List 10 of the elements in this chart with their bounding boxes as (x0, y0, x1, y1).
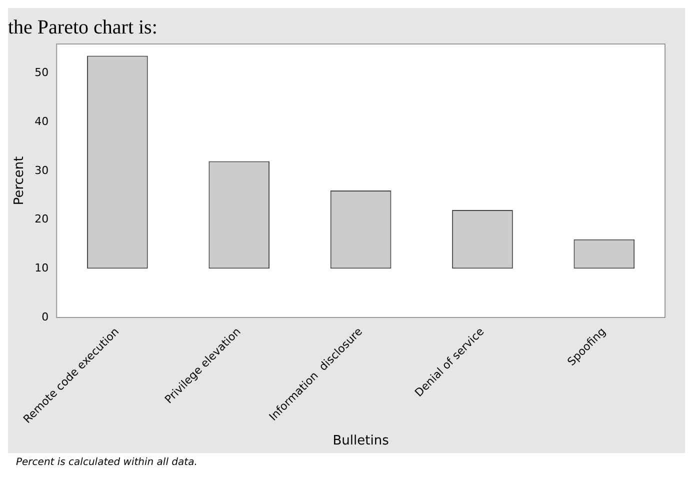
y-tick-label: 0 (42, 310, 49, 324)
text: Percent is calculated within all data. (15, 456, 198, 468)
chart-title: the Pareto chart is: (8, 16, 158, 38)
y-axis-title: Percent (12, 156, 28, 206)
y-tick-label: 10 (34, 261, 49, 274)
y-tick-label: 20 (34, 212, 49, 226)
y-tick-label: 50 (34, 66, 49, 80)
x-axis-title: Bulletins (332, 434, 390, 449)
y-tick-label: 30 (34, 164, 49, 177)
y-tick-label: 40 (34, 114, 49, 128)
